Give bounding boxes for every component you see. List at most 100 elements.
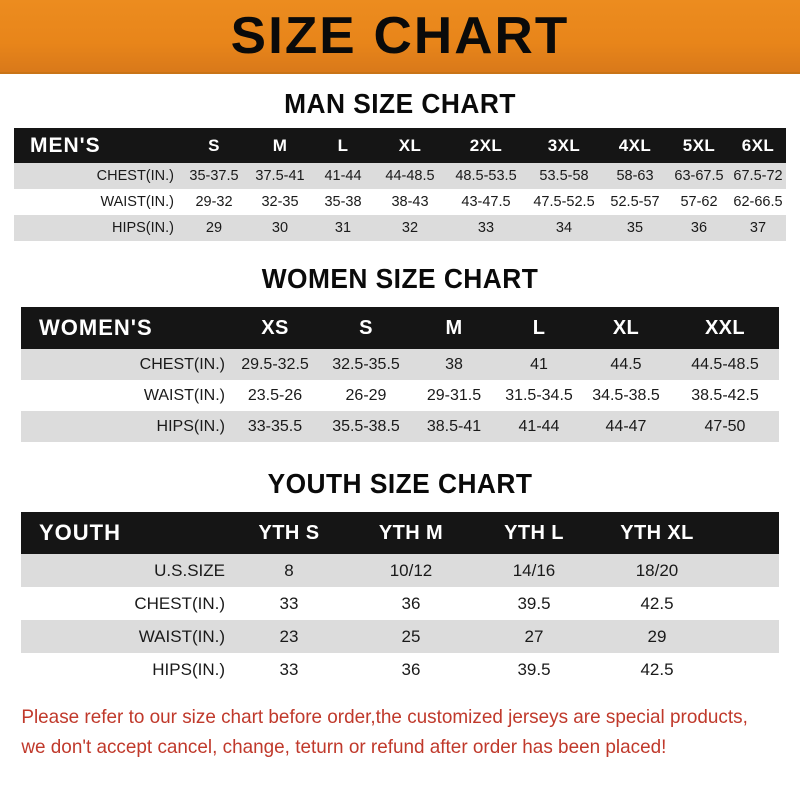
table-row: CHEST(IN.) 33 36 39.5 42.5 xyxy=(21,587,779,620)
men-hips-l: 31 xyxy=(334,220,352,236)
youth-header-row: YOUTH YTH S YTH M YTH L YTH XL xyxy=(21,512,779,554)
youth-waist-xl: 29 xyxy=(647,626,667,646)
men-waist-s: 29-32 xyxy=(195,194,233,210)
table-row: CHEST(IN.) 35-37.5 37.5-41 41-44 44-48.5… xyxy=(14,163,786,189)
youth-waist-s: 23 xyxy=(279,626,299,646)
women-col-0: XS xyxy=(261,316,289,339)
men-waist-l: 35-38 xyxy=(324,194,362,210)
men-chest-5xl: 63-67.5 xyxy=(674,168,724,184)
women-col-2: M xyxy=(445,316,463,339)
men-col-1: M xyxy=(272,135,288,155)
youth-cell-spacer xyxy=(719,620,779,653)
page-title: SIZE CHART xyxy=(230,7,570,65)
youth-waist-l: 27 xyxy=(524,626,544,646)
table-row: WAIST(IN.) 23.5-26 26-29 29-31.5 31.5-34… xyxy=(21,380,779,411)
youth-col-1: YTH M xyxy=(378,521,444,544)
youth-chest-m: 36 xyxy=(401,593,421,613)
youth-chest-s: 33 xyxy=(279,593,299,613)
women-hips-xs: 33-35.5 xyxy=(247,417,303,435)
order-policy-line-2: we don't accept cancel, change, teturn o… xyxy=(21,736,667,758)
women-chest-s: 32.5-35.5 xyxy=(332,355,400,373)
women-hips-s: 35.5-38.5 xyxy=(332,417,400,435)
men-hips-4xl: 35 xyxy=(626,220,644,236)
women-size-table: WOMEN'S XS S M L XL XXL CHEST(IN.) 29.5-… xyxy=(21,307,779,442)
youth-row-label-hips: HIPS(IN.) xyxy=(152,659,225,679)
youth-col-spacer xyxy=(719,512,779,554)
women-col-5: XXL xyxy=(704,316,746,339)
women-col-1: S xyxy=(359,316,373,339)
women-hips-xl: 44-47 xyxy=(605,417,647,435)
men-hips-2xl: 33 xyxy=(477,220,495,236)
women-col-3: L xyxy=(532,316,546,339)
youth-header-label: YOUTH xyxy=(39,520,121,545)
youth-ussize-m: 10/12 xyxy=(389,560,433,580)
youth-col-2: YTH L xyxy=(504,521,564,544)
youth-ussize-xl: 18/20 xyxy=(635,560,679,580)
men-hips-xl: 32 xyxy=(401,220,419,236)
women-waist-xxl: 38.5-42.5 xyxy=(691,386,759,404)
men-waist-m: 32-35 xyxy=(261,194,299,210)
youth-ussize-s: 8 xyxy=(284,560,294,580)
youth-table-body: U.S.SIZE 8 10/12 14/16 18/20 CHEST(IN.) … xyxy=(21,554,779,686)
order-policy-line-1: Please refer to our size chart before or… xyxy=(21,706,748,728)
youth-col-3: YTH XL xyxy=(620,521,694,544)
women-header-row: WOMEN'S XS S M L XL XXL xyxy=(21,307,779,349)
page-banner: SIZE CHART xyxy=(0,0,800,74)
women-chest-xs: 29.5-32.5 xyxy=(241,355,309,373)
men-col-6: 4XL xyxy=(618,135,652,155)
men-header-row: MEN'S S M L XL 2XL 3XL 4XL 5XL 6XL xyxy=(14,128,786,163)
men-chest-xl: 44-48.5 xyxy=(385,168,435,184)
men-header-label: MEN'S xyxy=(30,133,101,157)
men-table-body: CHEST(IN.) 35-37.5 37.5-41 41-44 44-48.5… xyxy=(14,163,786,241)
women-hips-m: 38.5-41 xyxy=(426,417,482,435)
women-row-label-waist: WAIST(IN.) xyxy=(143,386,225,404)
women-chest-xl: 44.5 xyxy=(610,355,642,373)
men-chest-6xl: 67.5-72 xyxy=(733,168,783,184)
women-header-label: WOMEN'S xyxy=(39,315,153,340)
men-waist-5xl: 57-62 xyxy=(680,194,718,210)
youth-chest-l: 39.5 xyxy=(517,593,551,613)
table-row: WAIST(IN.) 29-32 32-35 35-38 38-43 43-47… xyxy=(14,189,786,215)
youth-row-label-ussize: U.S.SIZE xyxy=(154,560,225,580)
section-title-men: MAN SIZE CHART xyxy=(284,88,516,119)
men-chest-l: 41-44 xyxy=(324,168,362,184)
women-waist-m: 29-31.5 xyxy=(426,386,482,404)
women-col-4: XL xyxy=(612,316,640,339)
men-chest-s: 35-37.5 xyxy=(189,168,239,184)
women-chest-m: 38 xyxy=(445,355,463,373)
women-table-body: CHEST(IN.) 29.5-32.5 32.5-35.5 38 41 44.… xyxy=(21,349,779,442)
women-row-label-hips: HIPS(IN.) xyxy=(156,417,225,435)
section-title-women: WOMEN SIZE CHART xyxy=(261,263,539,294)
section-title-youth: YOUTH SIZE CHART xyxy=(267,468,533,499)
women-table-head: WOMEN'S XS S M L XL XXL xyxy=(21,307,779,349)
order-policy-note: Please refer to our size chart before or… xyxy=(0,702,776,762)
men-col-5: 3XL xyxy=(547,135,581,155)
men-col-2: L xyxy=(337,135,349,155)
table-row: CHEST(IN.) 29.5-32.5 32.5-35.5 38 41 44.… xyxy=(21,349,779,380)
women-chest-xxl: 44.5-48.5 xyxy=(691,355,759,373)
men-col-7: 5XL xyxy=(682,135,716,155)
youth-cell-spacer xyxy=(719,554,779,587)
youth-waist-m: 25 xyxy=(401,626,421,646)
table-row: HIPS(IN.) 33 36 39.5 42.5 xyxy=(21,653,779,686)
men-row-label-hips: HIPS(IN.) xyxy=(111,220,174,236)
youth-hips-l: 39.5 xyxy=(517,659,551,679)
youth-hips-m: 36 xyxy=(401,659,421,679)
women-hips-xxl: 47-50 xyxy=(704,417,746,435)
women-waist-xl: 34.5-38.5 xyxy=(592,386,660,404)
men-hips-m: 30 xyxy=(271,220,289,236)
women-waist-l: 31.5-34.5 xyxy=(505,386,573,404)
men-waist-2xl: 43-47.5 xyxy=(461,194,511,210)
men-col-3: XL xyxy=(398,135,422,155)
women-chest-l: 41 xyxy=(530,355,548,373)
table-row: WAIST(IN.) 23 25 27 29 xyxy=(21,620,779,653)
men-waist-4xl: 52.5-57 xyxy=(610,194,660,210)
table-row: U.S.SIZE 8 10/12 14/16 18/20 xyxy=(21,554,779,587)
men-table-head: MEN'S S M L XL 2XL 3XL 4XL 5XL 6XL xyxy=(14,128,786,163)
men-hips-s: 29 xyxy=(205,220,223,236)
youth-hips-xl: 42.5 xyxy=(640,659,674,679)
men-waist-3xl: 47.5-52.5 xyxy=(533,194,595,210)
men-hips-3xl: 34 xyxy=(555,220,573,236)
table-row: HIPS(IN.) 33-35.5 35.5-38.5 38.5-41 41-4… xyxy=(21,411,779,442)
women-waist-xs: 23.5-26 xyxy=(247,386,303,404)
